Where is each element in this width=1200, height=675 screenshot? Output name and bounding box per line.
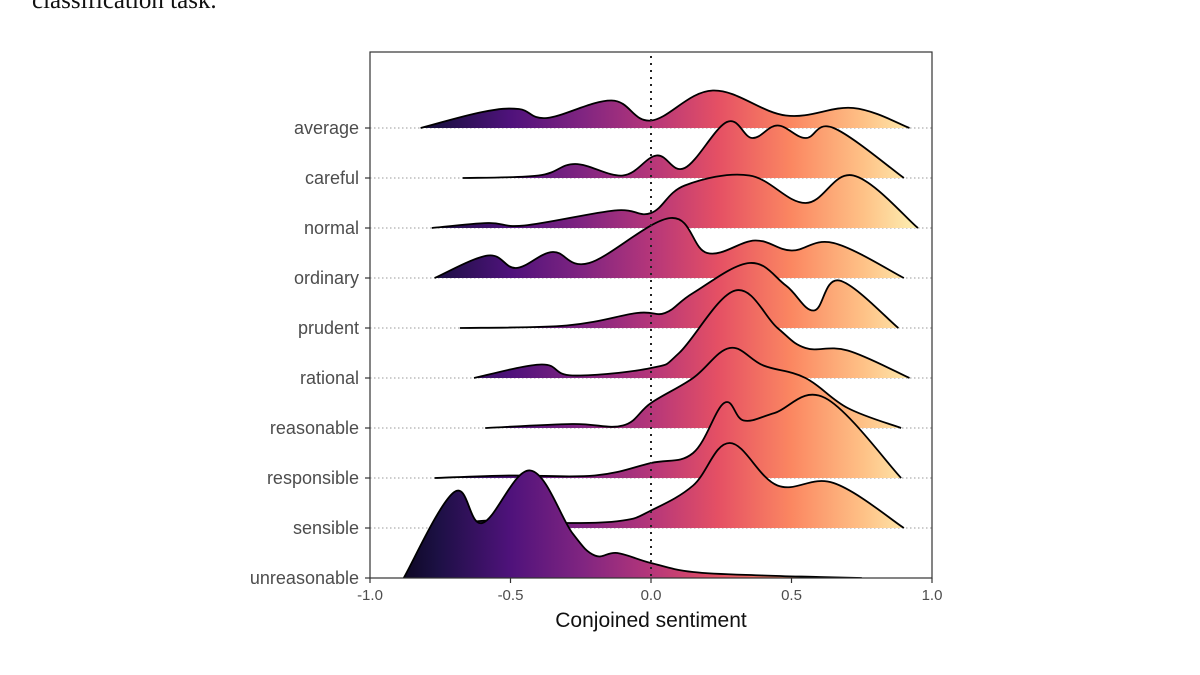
y-label-normal: normal [304, 218, 359, 238]
ridge-line-ordinary [434, 217, 905, 279]
x-tick-label: 1.0 [922, 587, 943, 604]
x-tick-label: -0.5 [498, 587, 524, 604]
y-label-sensible: sensible [293, 518, 359, 538]
x-tick-label: 0.0 [641, 587, 662, 604]
ridge-line-normal [431, 173, 919, 229]
y-label-unreasonable: unreasonable [250, 568, 359, 588]
ridge-fill-sensible [431, 443, 904, 528]
ridge-fill-responsible [434, 394, 902, 478]
ridge-fill-ordinary [434, 217, 904, 278]
page-text-fragment: classification task. [32, 0, 217, 14]
ridge-fill-unreasonable [403, 470, 862, 578]
ridge-line-reasonable [485, 346, 902, 429]
y-label-rational: rational [300, 368, 359, 388]
x-tick-label: 0.5 [781, 587, 802, 604]
ridge-fill-rational [474, 290, 910, 378]
ridge-areas [402, 89, 919, 578]
ridge-line-average [420, 89, 910, 129]
ridge-line-prudent [459, 262, 899, 329]
y-axis: average careful normal ordinary prudent ratio… [250, 118, 370, 588]
ridge-line-responsible [434, 393, 902, 479]
ridge-line-unreasonable [402, 469, 862, 578]
y-label-reasonable: reasonable [270, 418, 359, 438]
ridge-fill-prudent [459, 262, 899, 328]
ridge-line-rational [473, 289, 910, 379]
y-label-prudent: prudent [298, 318, 359, 338]
y-label-careful: careful [305, 168, 359, 188]
x-axis-title: Conjoined sentiment [555, 609, 747, 632]
x-tick-label: -1.0 [357, 587, 383, 604]
y-label-average: average [294, 118, 359, 138]
ridge-line-careful [462, 120, 905, 179]
x-axis: -1.0 -0.5 0.0 0.5 1.0 [357, 578, 942, 604]
y-label-ordinary: ordinary [294, 268, 359, 288]
ridge-fill-careful [462, 121, 904, 178]
y-label-responsible: responsible [267, 468, 359, 488]
ridge-fill-normal [431, 174, 918, 228]
